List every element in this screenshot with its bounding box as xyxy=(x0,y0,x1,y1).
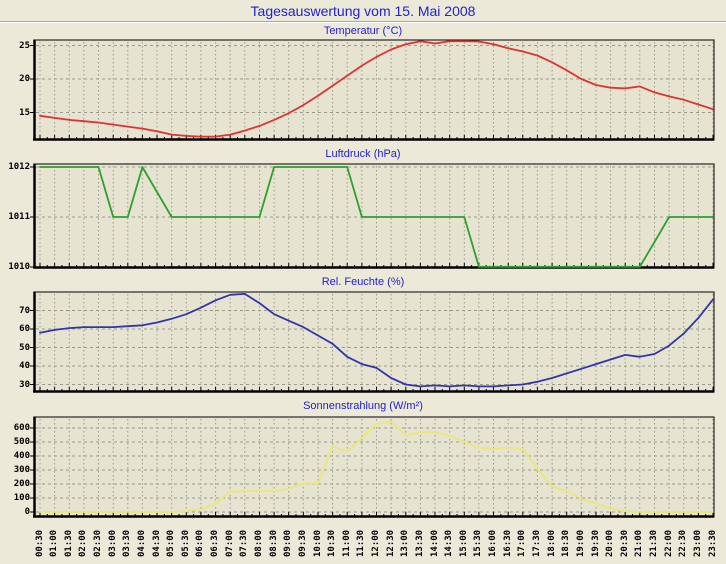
x-tick-label: 10:00 xyxy=(312,529,323,557)
x-tick-label: 14:00 xyxy=(429,529,440,557)
y-tick-label: 60 xyxy=(19,324,30,334)
x-tick-label: 05:00 xyxy=(166,529,177,557)
rel-feuchte-line xyxy=(39,292,714,388)
x-tick-label: 23:00 xyxy=(692,529,703,557)
x-tick-label: 01:30 xyxy=(63,529,74,557)
x-tick-label: 16:30 xyxy=(502,529,513,557)
sonnenstrahlung-plot xyxy=(30,416,715,518)
x-tick-label: 20:00 xyxy=(605,529,616,557)
x-tick-label: 02:30 xyxy=(93,529,103,557)
x-tick-label: 04:30 xyxy=(151,529,162,557)
y-tick-label: 300 xyxy=(13,465,30,475)
x-tick-label: 01:00 xyxy=(49,529,60,557)
x-tick-label: 19:00 xyxy=(575,529,586,557)
x-tick-label: 11:00 xyxy=(341,529,352,557)
temperatur-line xyxy=(39,40,714,138)
y-tick-label: 1012 xyxy=(8,162,30,172)
y-tick-label: 1011 xyxy=(8,212,30,222)
x-tick-label: 05:30 xyxy=(180,529,191,557)
x-tick-label: 15:00 xyxy=(458,529,469,557)
luftdruck-plot xyxy=(30,163,715,269)
x-tick-label: 07:00 xyxy=(224,529,235,557)
x-tick-label: 17:00 xyxy=(517,529,528,557)
y-tick-label: 15 xyxy=(19,108,30,118)
x-tick-label: 03:30 xyxy=(122,529,133,557)
x-tick-label: 17:30 xyxy=(531,529,542,557)
x-tick-label: 20:30 xyxy=(619,529,630,557)
luftdruck-line xyxy=(39,166,714,268)
x-tick-label: 12:30 xyxy=(385,529,396,557)
y-tick-label: 70 xyxy=(19,306,30,316)
x-tick-label: 18:00 xyxy=(546,529,557,557)
x-tick-label: 10:30 xyxy=(327,529,338,557)
x-tick-label: 19:30 xyxy=(590,529,601,557)
x-tick-label: 14:30 xyxy=(444,529,455,557)
x-tick-label: 03:00 xyxy=(107,529,118,557)
x-tick-label: 21:00 xyxy=(634,529,645,557)
x-tick-label: 12:00 xyxy=(371,529,381,557)
y-tick-label: 50 xyxy=(19,343,30,353)
y-tick-label: 400 xyxy=(13,451,30,461)
x-tick-label: 22:00 xyxy=(663,529,674,557)
chart-title-pressure: Luftdruck (hPa) xyxy=(325,148,401,160)
y-tick-label: 600 xyxy=(13,423,30,433)
y-tick-label: 1010 xyxy=(8,262,30,272)
y-tick-label: 30 xyxy=(19,380,30,390)
x-tick-label: 13:30 xyxy=(414,529,425,557)
y-tick-label: 0 xyxy=(24,507,30,517)
y-tick-label: 100 xyxy=(13,493,30,503)
page-title: Tagesauswertung vom 15. Mai 2008 xyxy=(250,3,476,19)
title-divider xyxy=(0,21,726,23)
x-tick-label: 11:30 xyxy=(356,529,367,557)
y-tick-label: 500 xyxy=(13,437,30,447)
temperatur-plot xyxy=(30,39,715,141)
x-tick-label: 15:30 xyxy=(473,529,484,557)
y-tick-label: 200 xyxy=(13,479,30,489)
x-tick-label: 21:30 xyxy=(649,529,659,557)
x-tick-label: 04:00 xyxy=(136,529,147,557)
x-tick-label: 13:00 xyxy=(400,529,411,557)
y-tick-label: 20 xyxy=(19,74,30,84)
y-tick-label: 40 xyxy=(19,361,30,371)
x-tick-label: 09:00 xyxy=(283,529,294,557)
x-tick-label: 00:30 xyxy=(34,529,45,557)
x-tick-label: 08:00 xyxy=(254,529,264,557)
x-tick-label: 06:00 xyxy=(195,529,206,557)
chart-title-temperature: Temperatur (°C) xyxy=(323,25,403,37)
chart-title-humidity: Rel. Feuchte (%) xyxy=(321,276,405,288)
x-tick-label: 07:30 xyxy=(239,529,250,557)
rel-feuchte-plot xyxy=(30,291,715,393)
x-tick-label: 08:30 xyxy=(268,529,279,557)
y-tick-label: 25 xyxy=(19,41,30,51)
sonnenstrahlung-line xyxy=(39,420,714,513)
chart-title-solar-radiation: Sonnenstrahlung (W/m²) xyxy=(303,400,423,412)
x-tick-label: 16:00 xyxy=(488,529,498,557)
x-tick-label: 23:30 xyxy=(707,529,718,557)
x-tick-label: 18:30 xyxy=(561,529,572,557)
x-tick-label: 02:00 xyxy=(78,529,89,557)
x-tick-label: 09:30 xyxy=(297,529,308,557)
x-tick-label: 22:30 xyxy=(678,529,689,557)
x-tick-label: 06:30 xyxy=(210,529,221,557)
